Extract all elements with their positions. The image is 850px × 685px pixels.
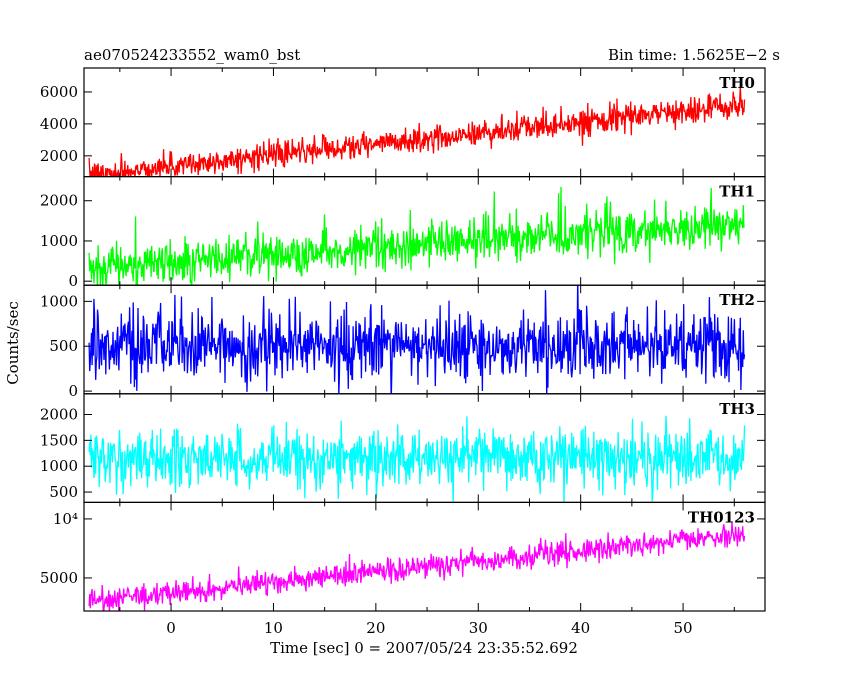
y-tick-label-th1: 1000 — [40, 232, 78, 250]
panel-label-th2: TH2 — [719, 291, 755, 309]
panel-frame-th0123 — [83, 501, 766, 612]
x-tick-label: 50 — [674, 619, 693, 637]
y-tick-label-th0: 2000 — [40, 147, 78, 165]
y-tick-label-th0: 4000 — [40, 115, 78, 133]
panel-frame-th3 — [83, 393, 766, 503]
panel-th0: 2000 4000 6000 TH0 — [40, 67, 766, 178]
panel-label-th0: TH0 — [719, 74, 755, 92]
y-axis-title: Counts/sec — [4, 301, 22, 385]
x-tick-label: 30 — [469, 619, 488, 637]
y-tick-label-th0123: 10⁴ — [53, 510, 78, 528]
x-tick-label: 20 — [366, 619, 385, 637]
x-tick-label: 10 — [264, 619, 283, 637]
panel-th1: 0 1000 2000 TH1 — [40, 176, 766, 290]
y-tick-label-th2: 500 — [49, 337, 78, 355]
y-tick-label-th3: 2000 — [40, 405, 78, 423]
series-line-th3 — [88, 415, 746, 503]
series-line-th1 — [88, 186, 745, 286]
y-tick-label-th2: 1000 — [40, 292, 78, 310]
panel-th0123: 5000 10⁴ TH0123 — [40, 501, 766, 612]
y-tick-label-th0: 6000 — [40, 83, 78, 101]
panel-th3: 500 1000 1500 2000 TH3 — [40, 393, 766, 503]
panel-th2: 0 500 1000 TH2 — [40, 284, 766, 400]
x-tick-label: 40 — [571, 619, 590, 637]
y-tick-label-th2: 0 — [68, 382, 78, 400]
series-line-th2 — [88, 285, 746, 394]
series-line-th0123 — [88, 521, 746, 611]
y-tick-label-th1: 0 — [68, 272, 78, 290]
x-axis-title: Time [sec] 0 = 2007/05/24 23:35:52.692 — [270, 639, 578, 657]
y-tick-label-th1: 2000 — [40, 192, 78, 210]
header-right-bin-time: Bin time: 1.5625E−2 s — [608, 46, 780, 64]
y-tick-label-th3: 500 — [49, 483, 78, 501]
x-tick-label: 0 — [166, 619, 176, 637]
panel-label-th0123: TH0123 — [688, 508, 755, 526]
panel-label-th1: TH1 — [719, 183, 755, 201]
y-tick-label-th0123: 5000 — [40, 569, 78, 587]
y-tick-label-th3: 1000 — [40, 457, 78, 475]
y-tick-label-th3: 1500 — [40, 431, 78, 449]
header-left-title: ae070524233552_wam0_bst — [84, 46, 300, 64]
panel-label-th3: TH3 — [719, 400, 755, 418]
series-line-th0 — [88, 86, 746, 177]
